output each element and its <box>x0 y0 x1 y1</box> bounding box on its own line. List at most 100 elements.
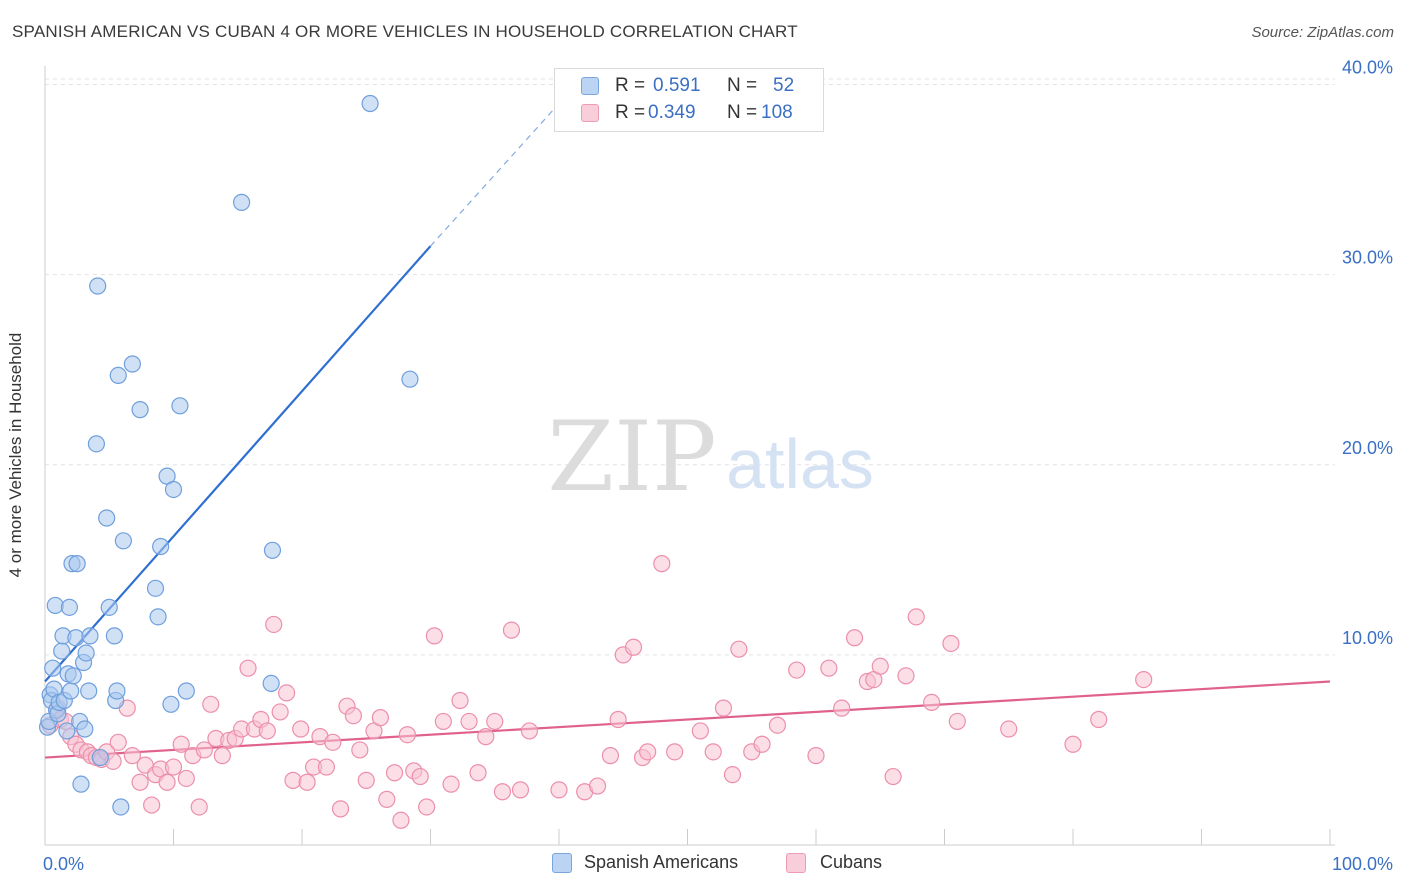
point-spanish-american <box>72 775 90 793</box>
point-cuban <box>284 771 302 789</box>
legend-row-cubans: R = 0.349 N = 108 <box>555 101 823 127</box>
point-cuban <box>298 773 316 791</box>
chart-title: SPANISH AMERICAN VS CUBAN 4 OR MORE VEHI… <box>12 22 798 41</box>
point-cuban <box>730 640 748 658</box>
point-cuban <box>1135 670 1153 689</box>
point-cuban <box>723 766 742 784</box>
point-cuban <box>265 615 283 634</box>
data-points <box>38 94 1153 829</box>
point-spanish-american <box>177 682 195 700</box>
point-spanish-american <box>46 596 64 615</box>
legend-stats: R = 0.591 N = 52 R = 0.349 N = 108 <box>554 68 824 132</box>
watermark-atlas: atlas <box>726 425 874 503</box>
watermark: ZIP atlas <box>547 401 874 513</box>
point-cuban <box>907 608 925 626</box>
point-cuban <box>344 707 362 725</box>
point-spanish-american <box>152 537 170 556</box>
point-spanish-american <box>146 579 165 597</box>
point-spanish-american <box>81 627 99 645</box>
point-cuban <box>942 634 960 653</box>
legend-r-value: 0.349 <box>648 102 696 123</box>
point-cuban <box>177 769 195 788</box>
point-cuban <box>425 627 443 645</box>
trend-line-cubans <box>44 680 1331 759</box>
point-spanish-american <box>112 798 130 816</box>
legend-r-label: R = <box>615 102 646 123</box>
grid-lines <box>45 78 1335 656</box>
point-spanish-american <box>67 629 85 647</box>
source-label: Source: ZipAtlas.com <box>1251 24 1394 41</box>
point-cuban <box>704 743 722 761</box>
legend-r-value: 0.591 <box>653 75 701 96</box>
point-cuban <box>1090 710 1108 729</box>
legend-n-value: 108 <box>761 102 793 123</box>
y-tick-label: 20.0% <box>1342 438 1393 458</box>
point-cuban <box>411 767 429 786</box>
point-spanish-american <box>123 355 141 373</box>
point-cuban <box>451 691 469 710</box>
point-cuban <box>109 733 127 751</box>
point-spanish-american <box>89 277 107 295</box>
point-cuban <box>317 758 336 776</box>
point-cuban <box>493 783 512 801</box>
point-spanish-american <box>164 480 183 499</box>
point-spanish-american <box>91 748 109 767</box>
tick-labels: 10.0% 20.0% 30.0% 40.0% 0.0% 100.0% <box>43 58 1393 874</box>
point-cuban <box>357 771 375 789</box>
point-cuban <box>486 712 504 731</box>
y-tick-label: 40.0% <box>1342 58 1393 78</box>
point-cuban <box>807 747 825 765</box>
point-spanish-american <box>162 695 180 713</box>
legend-label: Cubans <box>820 852 883 872</box>
point-cuban <box>190 798 208 816</box>
point-cuban <box>753 735 771 753</box>
point-spanish-american <box>62 682 80 700</box>
point-cuban <box>601 747 620 765</box>
point-cuban <box>143 796 161 814</box>
legend-swatch-pink <box>581 104 599 122</box>
point-cuban <box>897 667 915 685</box>
point-spanish-american <box>87 435 106 453</box>
point-cuban <box>639 743 657 761</box>
point-cuban <box>845 629 864 647</box>
point-cuban <box>820 659 838 677</box>
point-cuban <box>609 710 627 729</box>
y-axis-label: 4 or more Vehicles in Household <box>6 332 25 578</box>
point-cuban <box>948 712 966 731</box>
point-cuban <box>1000 720 1018 738</box>
legend-swatch-blue <box>552 853 572 873</box>
point-cuban <box>833 699 851 717</box>
point-spanish-american <box>68 555 86 573</box>
legend-row-spanish-americans: R = 0.591 N = 52 <box>555 74 823 100</box>
point-spanish-american <box>44 659 62 677</box>
legend-r-label: R = <box>615 75 646 96</box>
point-cuban <box>923 693 941 712</box>
y-tick-label: 30.0% <box>1342 248 1393 268</box>
point-cuban <box>158 773 176 791</box>
point-spanish-american <box>263 541 282 559</box>
point-cuban <box>324 733 342 751</box>
point-cuban <box>442 775 460 793</box>
point-cuban <box>588 777 607 795</box>
point-spanish-american <box>262 674 280 692</box>
point-spanish-american <box>76 720 94 738</box>
legend-swatch-blue <box>581 77 599 95</box>
point-cuban <box>469 764 487 782</box>
point-spanish-american <box>401 370 419 388</box>
watermark-zip: ZIP <box>547 401 716 513</box>
point-spanish-american <box>64 667 82 685</box>
point-cuban <box>398 726 416 744</box>
point-cuban <box>271 703 289 721</box>
point-cuban <box>418 798 436 816</box>
point-cuban <box>884 767 902 786</box>
point-cuban <box>277 684 296 702</box>
point-cuban <box>213 747 231 765</box>
point-cuban <box>164 758 183 776</box>
point-spanish-american <box>109 366 127 384</box>
legend-swatch-pink <box>786 853 806 873</box>
point-cuban <box>550 781 568 799</box>
point-cuban <box>378 790 396 808</box>
legend-label: Spanish Americans <box>584 852 739 872</box>
point-cuban <box>1064 735 1082 753</box>
legend-n-value: 52 <box>773 75 795 96</box>
